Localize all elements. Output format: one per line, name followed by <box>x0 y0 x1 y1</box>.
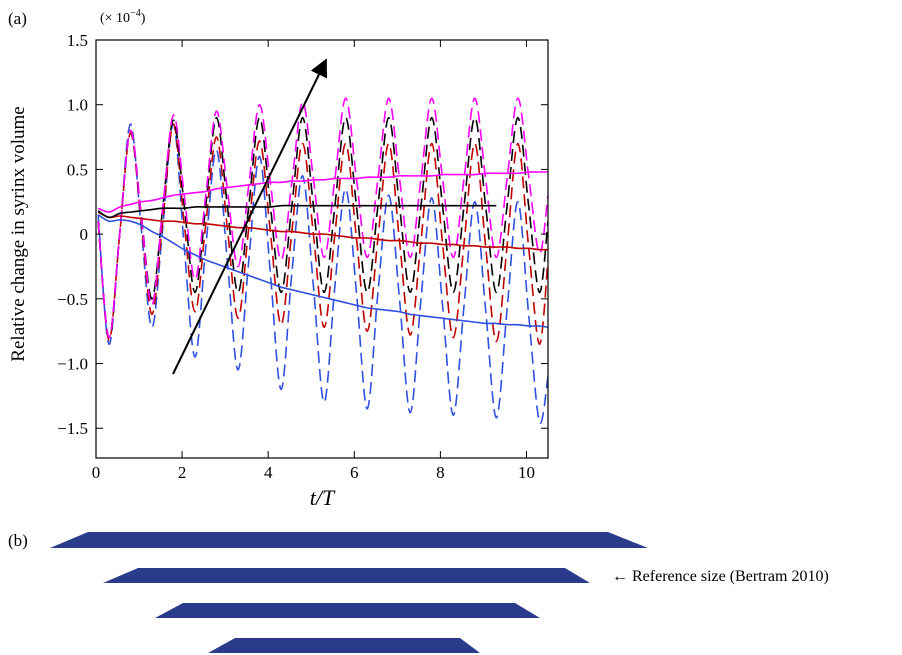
y-tick-label: −1.5 <box>57 419 88 438</box>
syrinx-shape <box>208 638 480 653</box>
multiplier-exp: −4 <box>130 8 141 19</box>
syrinx-shape <box>103 568 590 583</box>
dashed-line <box>97 116 548 339</box>
y-tick-label: −0.5 <box>57 290 88 309</box>
solid-line <box>97 171 548 213</box>
x-tick-label: 8 <box>436 463 445 482</box>
axis-multiplier: (× 10−4) <box>100 8 146 26</box>
y-tick-label: 1.5 <box>67 31 88 50</box>
y-tick-label: 0 <box>80 225 89 244</box>
plot-frame <box>95 39 549 459</box>
x-tick-label: 10 <box>518 463 535 482</box>
dashed-line <box>97 97 548 339</box>
x-tick-label: 4 <box>264 463 273 482</box>
solid-line <box>97 211 548 251</box>
plot-area <box>97 97 548 424</box>
syrinx-shape <box>50 532 648 548</box>
dashed-line <box>97 123 548 345</box>
x-tick-label: 0 <box>92 463 101 482</box>
panel-label: (b) <box>8 531 28 550</box>
panel-label: (a) <box>8 9 27 28</box>
y-tick-label: 1.0 <box>67 96 88 115</box>
series-group <box>97 97 548 424</box>
multiplier-close: ) <box>141 11 146 26</box>
x-axis-label: t/T <box>310 485 336 510</box>
trend-arrow <box>172 58 327 375</box>
syrinx-shapes <box>50 532 648 653</box>
y-axis-label: Relative change in syrinx volume <box>8 106 29 361</box>
solid-line <box>97 204 497 219</box>
syrinx-shape <box>155 603 540 618</box>
solid-line <box>97 214 548 329</box>
reference-annotation: ← Reference size (Bertram 2010) <box>612 568 829 585</box>
x-tick-label: 6 <box>350 463 359 482</box>
x-tick-label: 2 <box>178 463 187 482</box>
dashed-line <box>97 123 548 424</box>
y-tick-label: −1.0 <box>57 355 88 374</box>
y-tick-label: 0.5 <box>67 160 88 179</box>
multiplier-base: (× 10 <box>100 11 130 26</box>
